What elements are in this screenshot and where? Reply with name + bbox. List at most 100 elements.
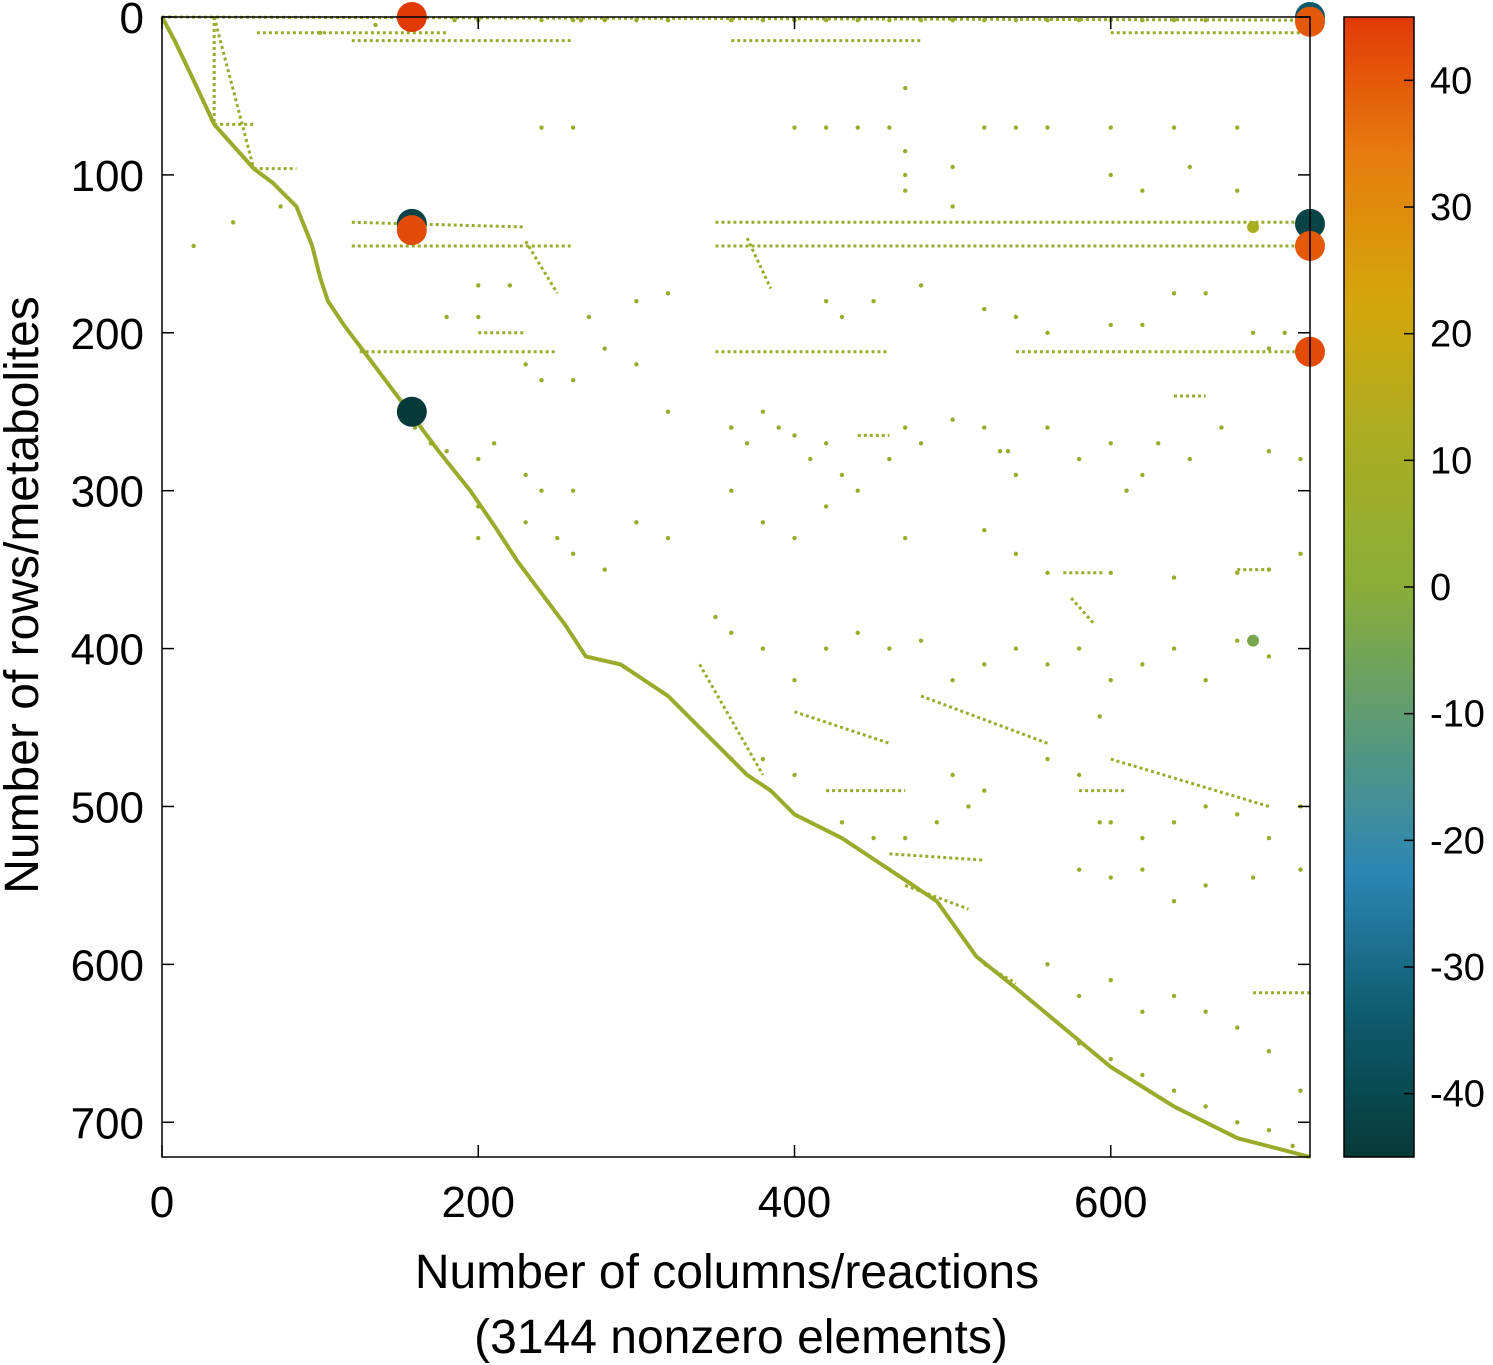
- nonzero-point: [539, 488, 544, 493]
- nonzero-point: [1045, 17, 1050, 23]
- plot-frame: [161, 16, 1311, 1158]
- nonzero-point: [729, 488, 734, 493]
- nonzero-point: [887, 456, 892, 462]
- nonzero-point: [1140, 1072, 1145, 1078]
- nonzero-point: [428, 441, 434, 446]
- nonzero-point: [1171, 820, 1177, 825]
- coefficient-marker: [396, 215, 427, 246]
- nonzero-segment: [1110, 757, 1270, 808]
- nonzero-point: [1235, 125, 1240, 130]
- nonzero-point: [918, 283, 924, 288]
- nonzero-point: [823, 504, 829, 509]
- nonzero-point: [1171, 899, 1177, 904]
- nonzero-point: [792, 677, 797, 683]
- nonzero-point: [1140, 1009, 1145, 1014]
- colorbar-tick-label: 20: [1430, 314, 1472, 356]
- nonzero-point: [1171, 17, 1177, 23]
- nonzero-point: [1171, 646, 1177, 651]
- nonzero-point: [902, 149, 908, 154]
- nonzero-point: [1076, 17, 1082, 23]
- nonzero-point: [1282, 330, 1287, 335]
- colorbar-gradient: [1343, 16, 1415, 1158]
- nonzero-point: [555, 535, 560, 541]
- nonzero-point: [1140, 662, 1145, 667]
- nonzero-point: [902, 85, 908, 91]
- y-tick-label: 0: [120, 0, 144, 43]
- nonzero-point: [792, 125, 797, 130]
- nonzero-point: [1108, 875, 1113, 880]
- nonzero-point: [887, 646, 892, 651]
- nonzero-point: [1140, 322, 1145, 328]
- nonzero-point: [602, 346, 607, 351]
- x-tick-label: 600: [1074, 1178, 1147, 1227]
- nonzero-point: [871, 835, 876, 841]
- nonzero-point: [1235, 1025, 1240, 1030]
- y-tick-label: 600: [71, 941, 144, 990]
- nonzero-point: [476, 283, 481, 288]
- nonzero-point: [1203, 1009, 1208, 1014]
- nonzero-point: [1045, 662, 1050, 667]
- nonzero-point: [839, 314, 845, 320]
- nonzero-segment: [351, 220, 526, 229]
- nonzero-point: [1076, 772, 1082, 778]
- nonzero-point: [452, 17, 457, 23]
- nonzero-point: [634, 17, 639, 23]
- nonzero-point: [950, 417, 955, 422]
- nonzero-segment: [983, 963, 1017, 985]
- nonzero-point: [539, 17, 544, 23]
- nonzero-point: [729, 756, 734, 762]
- nonzero-point: [578, 17, 584, 23]
- x-tick-label: 200: [442, 1178, 515, 1227]
- nonzero-point: [476, 456, 481, 462]
- nonzero-point: [1045, 756, 1050, 762]
- nonzero-point: [665, 291, 671, 296]
- coefficient-marker: [1247, 634, 1260, 647]
- nonzero-point: [1266, 1049, 1272, 1054]
- nonzero-point: [634, 299, 639, 304]
- nonzero-point: [523, 520, 528, 525]
- nonzero-point: [729, 425, 734, 430]
- nonzero-point: [1076, 456, 1082, 462]
- nonzero-point: [950, 17, 955, 23]
- y-tick-label: 700: [71, 1099, 144, 1148]
- nonzero-point: [1013, 17, 1019, 23]
- nonzero-point: [1108, 322, 1113, 328]
- nonzero-point: [729, 630, 734, 635]
- nonzero-point: [634, 362, 639, 367]
- x-axis-label: Number of columns/reactions: [415, 1246, 1039, 1299]
- nonzero-point: [523, 472, 528, 478]
- nonzero-point: [665, 535, 671, 541]
- nonzero-point: [950, 164, 955, 170]
- nonzero-point: [1013, 646, 1019, 651]
- nonzero-segment: [1070, 597, 1097, 626]
- nonzero-point: [1298, 1088, 1303, 1093]
- nonzero-point: [1266, 449, 1272, 454]
- nonzero-point: [1250, 875, 1256, 880]
- nonzero-point: [1076, 1041, 1082, 1046]
- nonzero-point: [760, 409, 766, 414]
- y-tick-label: 300: [71, 468, 144, 517]
- nonzero-point: [1108, 1056, 1113, 1062]
- nonzero-point: [902, 535, 908, 541]
- nonzero-point: [1187, 164, 1193, 170]
- y-tick-label: 100: [71, 152, 144, 201]
- nonzero-point: [792, 433, 797, 438]
- y-axis-label: Number of rows/metabolites: [0, 296, 49, 894]
- nonzero-point: [1266, 1127, 1272, 1133]
- nonzero-point: [1097, 820, 1102, 825]
- nonzero-point: [1108, 677, 1113, 683]
- nonzero-point: [1171, 993, 1177, 999]
- nonzero-point: [871, 299, 876, 304]
- y-tick-label: 200: [71, 310, 144, 359]
- nonzero-point: [1045, 425, 1050, 430]
- nonzero-point: [1203, 804, 1208, 809]
- nonzero-point: [1005, 449, 1011, 454]
- nonzero-point: [634, 520, 639, 525]
- nonzero-point: [602, 17, 607, 23]
- nonzero-point: [760, 756, 766, 762]
- nonzero-point: [1171, 575, 1177, 580]
- nonzero-point: [1108, 570, 1113, 575]
- nonzero-point: [1235, 188, 1240, 193]
- nonzero-point: [982, 788, 987, 793]
- nonzero-point: [1250, 330, 1256, 335]
